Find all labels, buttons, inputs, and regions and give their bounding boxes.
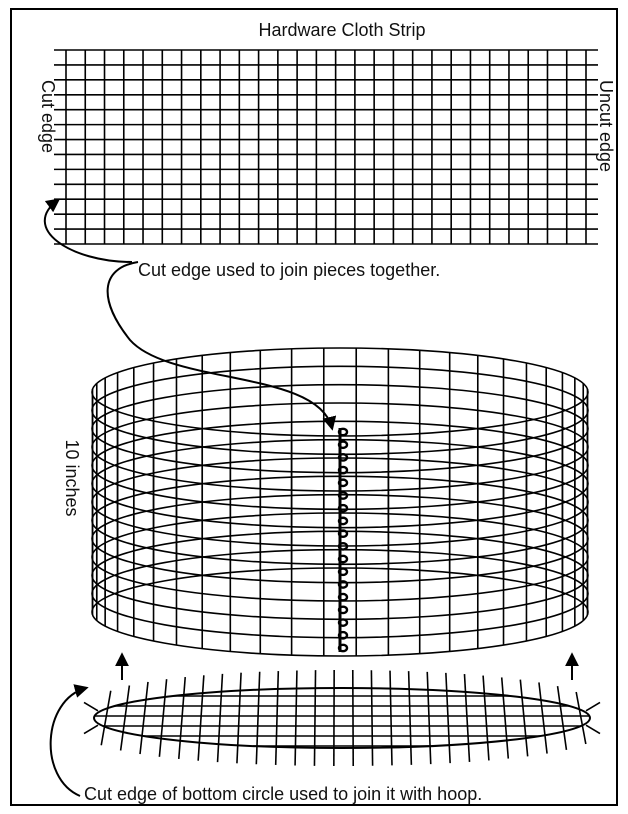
bottom-cut-wire: [426, 671, 432, 765]
stitch-loop: [337, 580, 349, 589]
bottom-cut-wire: [119, 685, 131, 751]
cylinder-hoop: [91, 347, 589, 657]
stitch-loop: [337, 618, 349, 627]
stitch-loop: [337, 503, 349, 513]
bottom-cut-wire: [585, 701, 601, 712]
join-note: Cut edge used to join pieces together.: [138, 260, 440, 280]
bottom-cut-wire: [177, 677, 187, 759]
bottom-cut-wire: [500, 677, 510, 759]
bottom-cut-wire: [538, 682, 548, 754]
bottom-cut-wire: [389, 670, 393, 766]
height-label: 10 inches: [62, 439, 82, 516]
cut-edge-curve-arrow: [43, 198, 133, 263]
bottom-cut-wire: [216, 673, 224, 763]
bottom-cut-wire: [556, 686, 568, 750]
bottom-cut-wire: [313, 670, 317, 766]
stitch-loop: [337, 592, 349, 602]
stitch-loop: [337, 541, 349, 551]
bottom-note: Cut edge of bottom circle used to join i…: [84, 784, 482, 804]
bottom-cut-wire: [83, 701, 99, 712]
bottom-cut-wire: [236, 672, 242, 764]
stitch-loop: [337, 491, 349, 500]
bottom-cut-wire: [139, 681, 149, 755]
join-curve-arrow: [106, 261, 337, 431]
bottom-circle: [83, 670, 601, 766]
stitch-loop: [337, 453, 349, 462]
bottom-cut-wire: [158, 679, 168, 757]
bottom-cut-wire: [255, 671, 261, 765]
bottom-cut-wire: [407, 671, 413, 765]
stitch-loop: [337, 567, 349, 577]
bottom-cut-wire: [197, 675, 205, 761]
stitch-loop: [337, 427, 349, 437]
cut-edge-label: Cut edge: [38, 80, 58, 153]
bottom-cut-wire: [294, 670, 298, 766]
stitch-loop: [337, 440, 349, 450]
uncut-edge-label: Uncut edge: [596, 80, 616, 172]
stitch-loop: [337, 478, 349, 488]
bottom-cut-wire: [370, 670, 374, 766]
bottom-circle-rim: [93, 687, 591, 749]
joined-seam: [337, 427, 349, 653]
diagram-frame: [10, 8, 618, 806]
bottom-cut-wire: [83, 724, 99, 735]
stitch-loop: [337, 465, 349, 475]
bottom-cut-wire: [482, 675, 490, 761]
bottom-cut-wire: [445, 672, 451, 764]
bottom-cut-wire: [519, 679, 529, 757]
bottom-cut-wire: [575, 691, 587, 745]
stitch-loop: [337, 516, 349, 526]
bottom-cut-wire: [274, 671, 280, 765]
bottom-cut-wire: [585, 724, 601, 735]
hardware-cloth-strip: [54, 49, 598, 245]
stitch-loop: [337, 554, 349, 564]
stitch-loop: [337, 643, 349, 653]
stitch-loop: [337, 605, 349, 615]
bottom-cut-wire: [100, 690, 112, 746]
stitch-loop: [337, 529, 349, 539]
strip-title: Hardware Cloth Strip: [258, 20, 425, 40]
bottom-cut-wire: [463, 674, 471, 762]
stitch-loop: [337, 630, 349, 640]
bottom-circle-curve-arrow: [49, 684, 89, 797]
